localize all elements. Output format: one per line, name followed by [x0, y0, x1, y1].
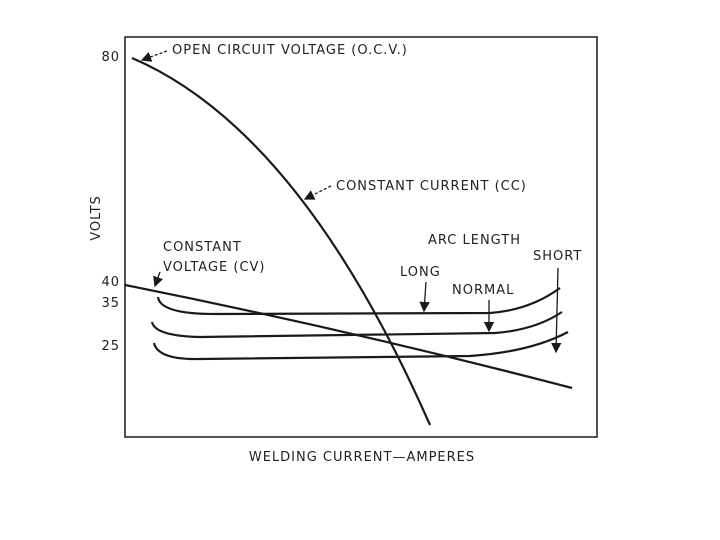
cv-label: VOLTAGE (CV)	[163, 260, 265, 275]
short-arc-curve	[152, 331, 569, 361]
normal-arc-curve	[150, 311, 563, 339]
cv-label: CONSTANT	[163, 240, 242, 255]
x-axis-label: WELDING CURRENT—AMPERES	[249, 450, 475, 465]
plot-frame	[124, 36, 598, 438]
long-leader	[419, 281, 430, 313]
y-tick-label: 35	[101, 296, 120, 311]
cc-label: CONSTANT CURRENT (CC)	[336, 179, 527, 194]
ocv-label: OPEN CIRCUIT VOLTAGE (O.C.V.)	[172, 43, 408, 58]
ocv-leader	[140, 50, 168, 62]
arc-length-label: ARC LENGTH	[428, 233, 521, 248]
cc-leader	[303, 185, 332, 200]
y-tick-label: 40	[101, 275, 120, 290]
short-label: SHORT	[533, 249, 582, 264]
short-leader	[551, 267, 562, 354]
y-tick-label: 25	[101, 339, 120, 354]
cc-curve	[131, 56, 432, 426]
y-tick-label: 80	[101, 50, 120, 65]
long-label: LONG	[400, 265, 441, 280]
cv-leader	[153, 271, 163, 288]
y-axis-label: VOLTS	[89, 195, 104, 241]
cv-curve	[124, 283, 573, 390]
long-arc-curve	[156, 287, 561, 316]
normal-label: NORMAL	[452, 283, 514, 298]
